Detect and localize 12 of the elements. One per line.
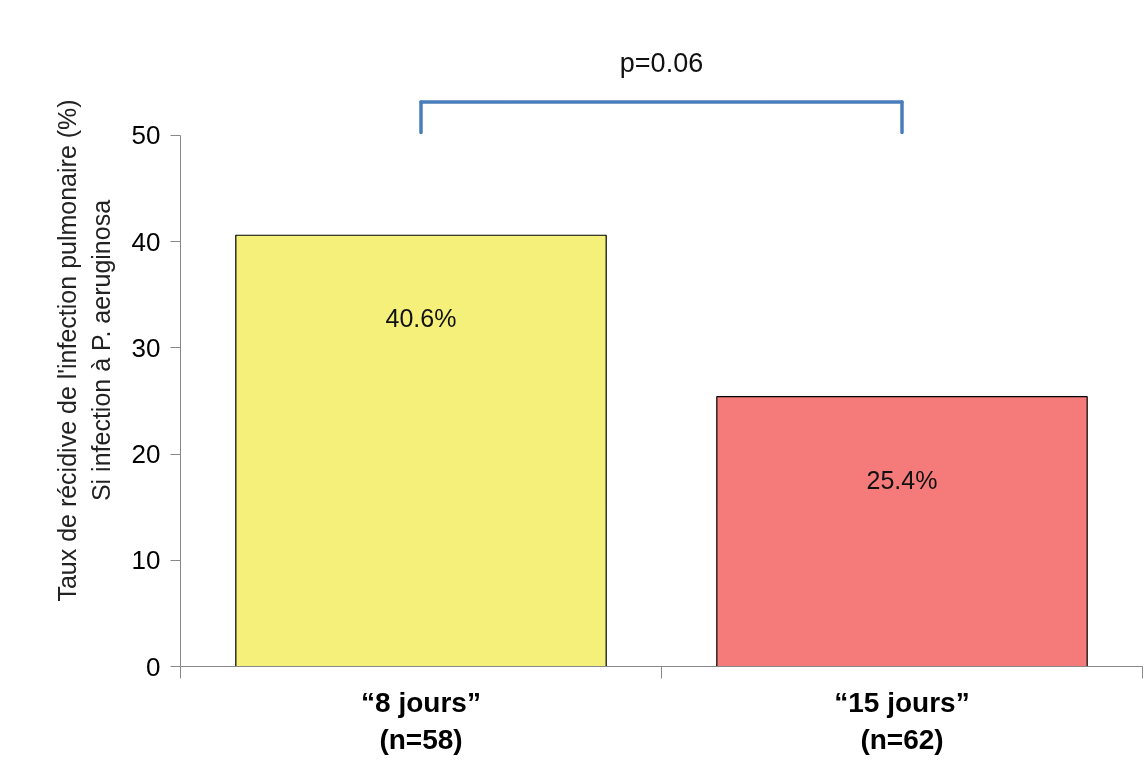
y-tick-label: 30: [131, 332, 161, 363]
y-tick-label: 0: [146, 651, 161, 682]
y-axis-title: Taux de récidive de l'infection pulmonaire (%) Si infection à P. aeruginosa: [52, 99, 115, 602]
y-tick-label: 50: [131, 120, 161, 151]
data-label: 40.6%: [385, 304, 457, 333]
x-tick-label: “8 jours” (n=58): [361, 686, 481, 755]
data-label: 25.4%: [866, 465, 938, 494]
text: p=0.06: [619, 47, 704, 78]
y-tick-label: 10: [131, 545, 161, 576]
y-tick-label: 40: [131, 226, 161, 257]
x-tick-label: “15 jours” (n=62): [834, 686, 970, 755]
y-tick-label: 20: [131, 439, 161, 470]
